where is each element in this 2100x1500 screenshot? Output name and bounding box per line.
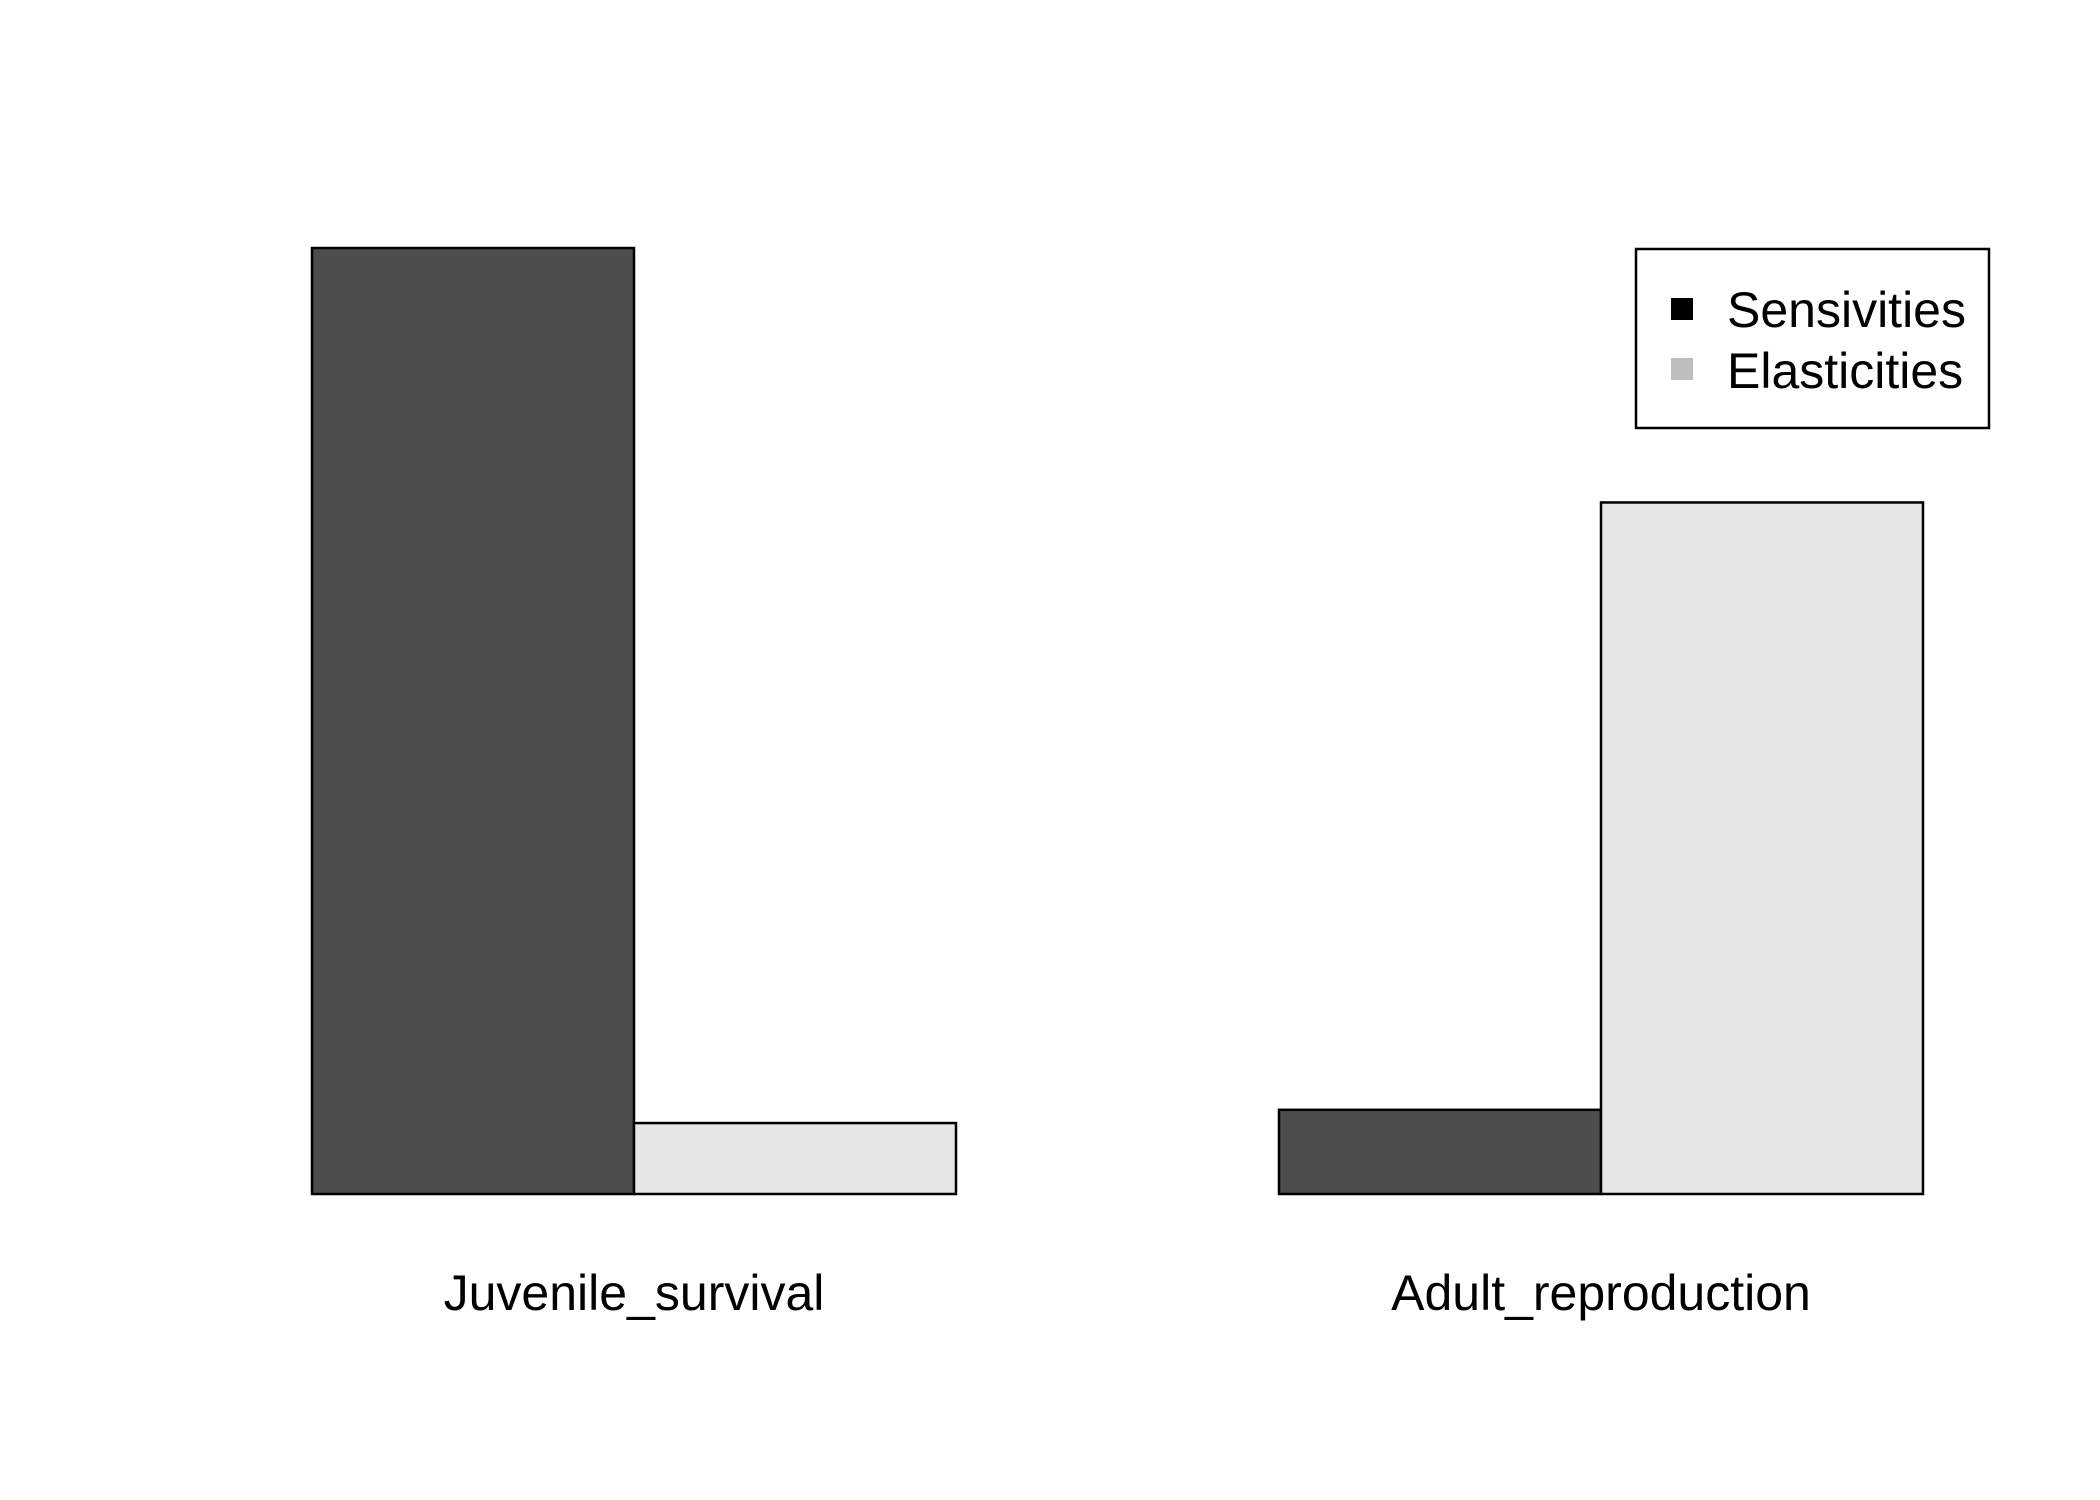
legend: Sensivities Elasticities: [1634, 247, 1991, 430]
bar-elasticities-juvenile-survival: [632, 1121, 958, 1196]
bar-elasticities-adult-reproduction: [1599, 501, 1925, 1196]
legend-label-elasticities: Elasticities: [1727, 343, 1963, 399]
legend-swatch-elasticities: [1671, 358, 1693, 380]
legend-swatch-sensivities: [1671, 298, 1693, 320]
legend-label-sensivities: Sensivities: [1727, 282, 1966, 338]
category-label-adult-reproduction: Adult_reproduction: [1391, 1265, 1811, 1321]
bar-sensivities-adult-reproduction: [1277, 1108, 1603, 1196]
category-label-juvenile-survival: Juvenile_survival: [444, 1265, 825, 1321]
category-labels: Juvenile_survival Adult_reproduction: [444, 1265, 1811, 1321]
bars-group: [310, 246, 1925, 1196]
legend-box: [1634, 247, 1991, 430]
bar-sensivities-juvenile-survival: [310, 246, 636, 1196]
